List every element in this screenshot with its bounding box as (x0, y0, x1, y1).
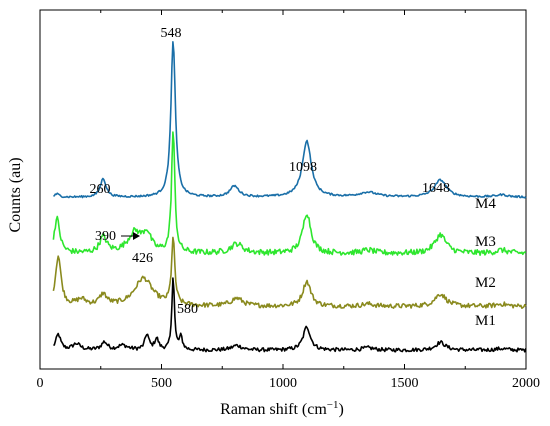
series-label-m2: M2 (475, 275, 496, 291)
axis-layer: 0 500 1000 1500 2000 (37, 10, 540, 391)
series-label-m3: M3 (475, 234, 496, 250)
peak-annotation-548: 548 (161, 26, 182, 41)
peak-annotation-1098: 1098 (289, 160, 317, 175)
series-label-m4: M4 (475, 196, 496, 212)
x-axis-title-superscript: −1 (327, 399, 339, 411)
series-line-m3 (52, 131, 527, 256)
x-tick-label: 0 (37, 376, 44, 391)
plot-frame (39, 9, 527, 370)
peak-annotation-580: 580 (177, 302, 198, 317)
plot-area (39, 9, 527, 370)
x-tick-label: 2000 (512, 376, 540, 391)
x-tick-label: 1000 (269, 376, 297, 391)
annotation-arrowhead-390 (133, 232, 140, 240)
peak-annotation-260: 260 (90, 182, 111, 197)
x-tick-label: 500 (151, 376, 172, 391)
series-line-m2 (52, 236, 527, 309)
x-axis-title: Raman shift (cm−1) (220, 399, 344, 418)
annotation-layer: M1 M2 M3 M4 548 260 1098 1648 390 426 580 (90, 26, 497, 329)
peak-annotation-390: 390 (95, 229, 116, 244)
peak-annotation-1648: 1648 (422, 181, 450, 196)
series-line-m4 (53, 41, 527, 199)
series-label-m1: M1 (475, 313, 496, 329)
x-tick-label: 1500 (391, 376, 419, 391)
series-line-m1 (53, 277, 527, 353)
peak-annotation-426: 426 (132, 251, 153, 266)
y-axis-title: Counts (au) (7, 157, 24, 232)
series-layer (52, 41, 527, 353)
